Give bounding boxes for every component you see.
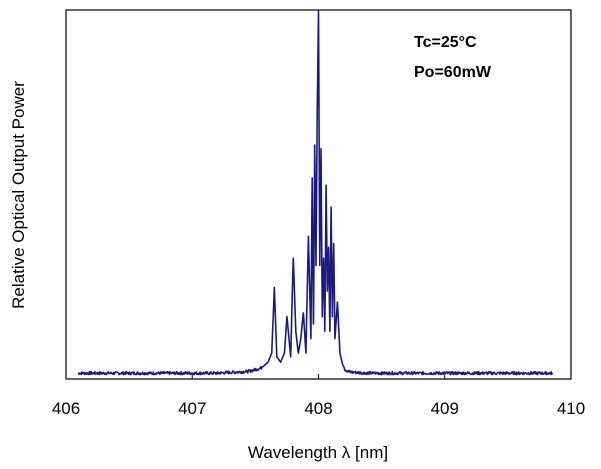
x-axis-ticks	[65, 374, 572, 379]
annotation-temperature: Tc=25°C	[414, 34, 477, 51]
x-tick-label: 406	[52, 399, 80, 418]
annotation-power: Po=60mW	[414, 64, 492, 81]
spectrum-series-line	[77, 9, 553, 376]
x-axis-title: Wavelength λ [nm]	[248, 443, 388, 462]
x-axis-tick-labels: 406 407 408 409 410	[52, 399, 585, 418]
x-tick-label: 408	[304, 399, 332, 418]
x-tick-label: 409	[431, 399, 459, 418]
x-tick-label: 407	[178, 399, 206, 418]
x-tick-label: 410	[557, 399, 585, 418]
y-axis-title: Relative Optical Output Power	[9, 81, 28, 309]
